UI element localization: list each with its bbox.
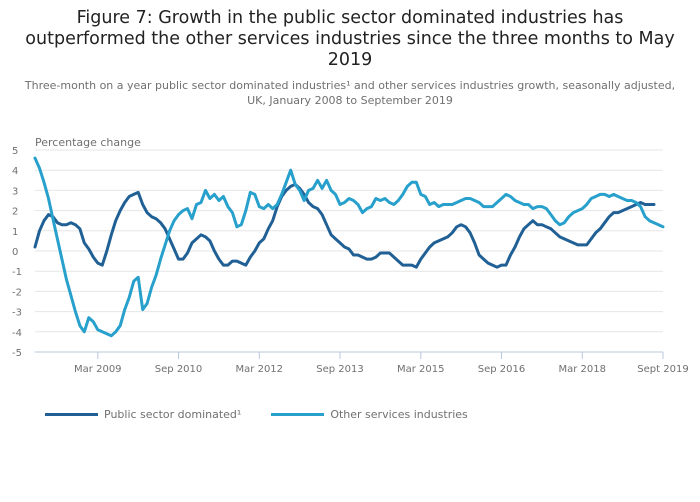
y-tick-label: 2 [12, 207, 18, 218]
y-axis-title: Percentage change [35, 136, 141, 149]
y-tick-label: -3 [12, 308, 22, 319]
legend-label-public-sector: Public sector dominated¹ [104, 408, 242, 421]
y-tick-label: -2 [12, 287, 22, 298]
y-axis-ticks: 5 4 3 2 1 0 -1 -2 -3 -4 -5 [12, 146, 22, 359]
x-tick-label: Mar 2018 [559, 364, 607, 375]
legend-item-other-services[interactable]: Other services industries [271, 408, 468, 421]
chart-title: Figure 7: Growth in the public sector do… [25, 8, 675, 70]
y-tick-label: 0 [12, 247, 18, 258]
x-tick-label: Mar 2015 [397, 364, 445, 375]
legend-item-public-sector[interactable]: Public sector dominated¹ [45, 408, 241, 421]
x-tick-label: Sep 2016 [478, 364, 525, 375]
y-tick-label: 3 [12, 186, 18, 197]
y-tick-label: -1 [12, 267, 22, 278]
y-tick-label: 4 [12, 166, 18, 177]
series-line-other-services[interactable] [33, 156, 665, 338]
y-tick-label: -5 [12, 348, 22, 359]
series-line-public-sector[interactable] [33, 182, 656, 269]
y-tick-label: 1 [12, 227, 18, 238]
x-axis: Mar 2009 Sep 2010 Mar 2012 Sep 2013 Mar 2015… [35, 351, 689, 375]
x-tick-label: Mar 2012 [236, 364, 284, 375]
chart-subtitle: Three-month on a year public sector domi… [24, 79, 676, 107]
x-tick-label: Sep 2013 [316, 364, 363, 375]
legend-swatch-public-sector [45, 413, 98, 416]
legend-label-other-services: Other services industries [330, 408, 468, 421]
legend: Public sector dominated¹ Other services … [45, 408, 498, 421]
legend-swatch-other-services [271, 413, 325, 416]
y-tick-label: -4 [12, 328, 22, 339]
y-tick-label: 5 [12, 146, 18, 157]
x-tick-label: Sep 2010 [155, 364, 202, 375]
x-tick-label: Sept 2019 [637, 364, 688, 375]
x-tick-label: Mar 2009 [74, 364, 122, 375]
series-lines [33, 156, 665, 338]
